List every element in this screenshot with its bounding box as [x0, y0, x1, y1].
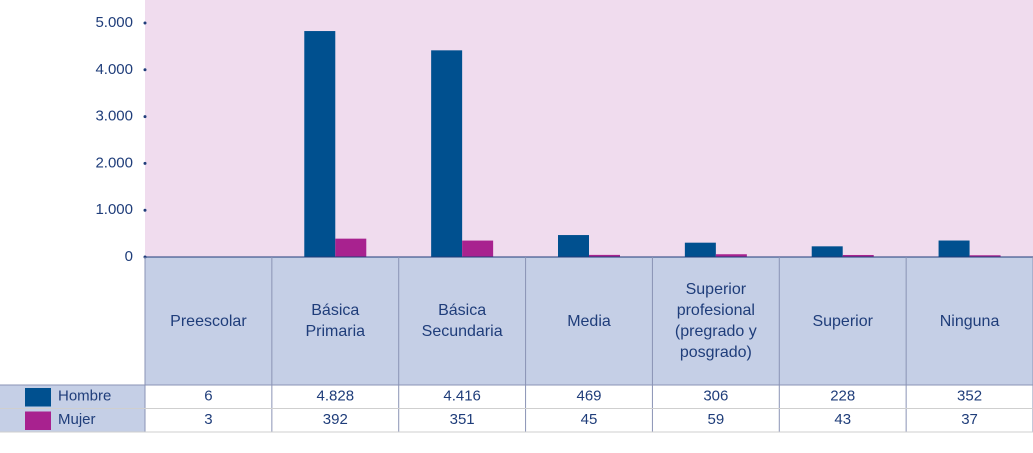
value-label: 228: [830, 388, 855, 405]
category-label: Básica Primaria: [305, 302, 366, 340]
legend-swatch: [25, 411, 51, 430]
category-label: Media: [567, 312, 611, 330]
category-label: Superior: [812, 312, 873, 330]
bar: [589, 254, 620, 257]
bar: [969, 255, 1001, 257]
bar: [811, 246, 843, 257]
y-tick: [143, 68, 147, 72]
category-label: Superior profesional (pregrado y posgrad…: [674, 281, 757, 361]
category-label: Básica Secundaria: [421, 302, 503, 340]
category-label: Ninguna: [939, 312, 1000, 330]
y-tick-label: 0: [125, 248, 133, 265]
bar: [715, 254, 747, 257]
value-label: 4.416: [443, 388, 481, 405]
bar: [335, 238, 367, 257]
y-tick: [143, 161, 147, 165]
value-label: 3: [204, 411, 212, 428]
value-label: 37: [961, 411, 978, 428]
value-label: 45: [581, 411, 598, 428]
value-label: 4.828: [317, 388, 355, 405]
value-label: 351: [450, 411, 475, 428]
bar: [558, 235, 589, 257]
value-label: 43: [834, 411, 851, 428]
y-tick-label: 3.000: [95, 108, 133, 125]
bar: [684, 242, 716, 257]
y-tick-label: 1.000: [95, 201, 133, 218]
value-label: 392: [323, 411, 348, 428]
bar: [462, 240, 494, 257]
bar: [938, 240, 970, 257]
y-tick: [143, 115, 147, 119]
bar: [304, 31, 336, 257]
legend-label: Hombre: [58, 388, 111, 405]
value-label: 352: [957, 388, 982, 405]
y-tick-label: 2.000: [95, 154, 133, 171]
legend-label: Mujer: [58, 411, 96, 428]
legend-swatch: [25, 388, 51, 407]
y-tick-label: 4.000: [95, 61, 133, 78]
value-label: 6: [204, 388, 212, 405]
category-area: [145, 257, 1033, 385]
category-label: Preescolar: [170, 312, 247, 330]
bar: [431, 50, 463, 257]
value-label: 469: [576, 388, 601, 405]
plot-area: [145, 0, 1033, 257]
y-tick-label: 5.000: [95, 14, 133, 31]
y-tick: [143, 21, 147, 25]
value-label: 59: [708, 411, 725, 428]
y-tick: [143, 208, 147, 212]
bar: [842, 254, 874, 257]
value-label: 306: [703, 388, 728, 405]
